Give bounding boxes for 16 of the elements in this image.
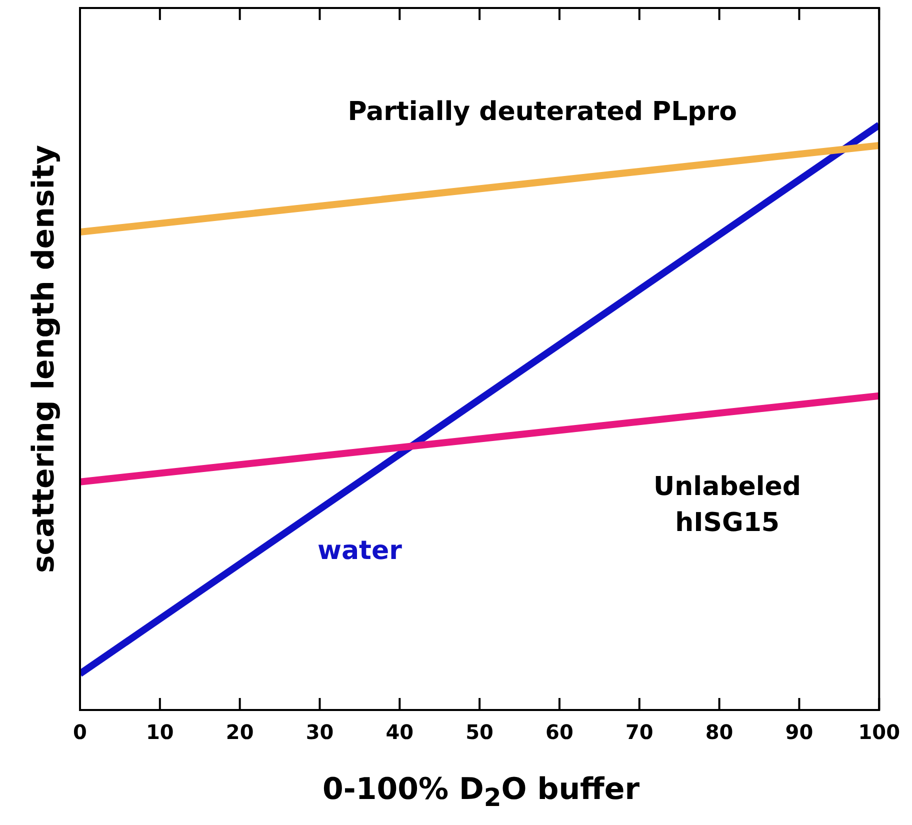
series-label: Partially deuterated PLpro — [348, 97, 737, 128]
x-tick-label: 40 — [386, 720, 414, 744]
series-label: Unlabeled hISG15 — [654, 472, 802, 538]
x-tick-label: 30 — [306, 720, 334, 744]
series-label: water — [317, 536, 402, 566]
x-axis-title: 0-100% D$_{2}$O buffer — [322, 772, 640, 812]
x-tick-label: 80 — [705, 720, 734, 744]
x-tick-label: 50 — [466, 720, 494, 744]
x-tick-label: 0 — [73, 720, 87, 744]
x-tick-label: 90 — [785, 720, 814, 744]
x-tick-label: 20 — [226, 720, 254, 744]
x-tick-label: 60 — [546, 720, 574, 744]
y-axis-title: scattering length density — [26, 144, 62, 574]
x-tick-label: 100 — [858, 720, 900, 744]
x-tick-label: 70 — [625, 720, 654, 744]
x-tick-label: 10 — [146, 720, 174, 744]
